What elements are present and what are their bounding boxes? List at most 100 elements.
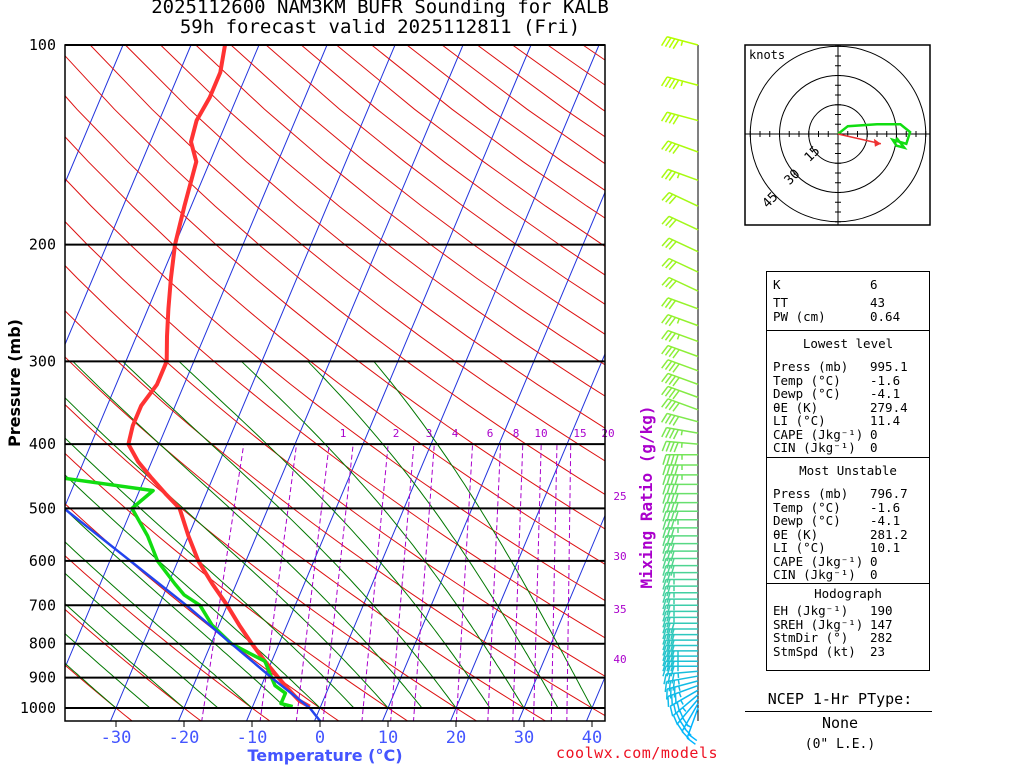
- moist-adiabat-line: [65, 474, 321, 709]
- pw-value: 0.64: [870, 309, 901, 324]
- hodograph-label: StmDir (°): [773, 630, 849, 645]
- moist-adiabat-line: [373, 360, 593, 709]
- wind-barb: [662, 571, 698, 583]
- lowest-level-label: Dewp (°C): [773, 386, 841, 401]
- wind-barb: [662, 622, 698, 634]
- isotherm-line: [517, 514, 605, 721]
- k-index-value: 6: [870, 277, 878, 292]
- mixing-ratio-line: [550, 444, 558, 721]
- credit-link[interactable]: coolwx.com/models: [556, 744, 719, 762]
- pressure-tick-label: 800: [29, 635, 56, 653]
- wind-barb: [662, 644, 698, 656]
- dry-adiabat-line: [65, 264, 605, 677]
- most-unstable-label: θE (K): [773, 526, 819, 542]
- mixing-ratio-label: 1: [340, 427, 347, 440]
- most-unstable-row: Temp (°C) -1.6: [773, 501, 923, 514]
- ptype-value: None: [821, 714, 859, 732]
- temperature-tick-label: -10: [237, 728, 268, 748]
- lowest-level-value: 0: [870, 426, 878, 442]
- wind-barb: [661, 313, 699, 327]
- most-unstable-row: CAPE (Jkg⁻¹) 0: [773, 555, 923, 568]
- most-unstable-label: LI (°C): [773, 540, 826, 555]
- wind-barb: [672, 694, 699, 726]
- mixing-ratio-axis-title: Mixing Ratio (g/kg): [637, 405, 656, 588]
- mixing-ratio-label: 3: [426, 427, 433, 440]
- tt-index-row: TT 43: [773, 295, 886, 310]
- wind-barb: [661, 398, 699, 412]
- moist-adiabat-line: [307, 360, 559, 709]
- hodograph-units-label: knots: [749, 48, 785, 62]
- mixing-ratio-label: 4: [452, 427, 459, 440]
- moist-adiabat-line: [65, 397, 389, 709]
- dry-adiabat-line: [89, 45, 605, 462]
- hodograph-row: StmDir (°) 282: [773, 631, 923, 644]
- lowest-level-heading: Lowest level: [802, 336, 894, 351]
- dry-adiabat-line: [65, 356, 547, 721]
- moist-adiabat-line: [65, 572, 219, 709]
- pressure-tick-label: 200: [29, 236, 56, 254]
- dry-adiabat-line: [65, 95, 605, 530]
- lowest-level-value: 0: [870, 440, 878, 455]
- mixing-ratio-line: [322, 444, 354, 721]
- lowest-level-row: LI (°C) 11.4: [773, 414, 923, 427]
- lowest-level-value: 11.4: [870, 413, 901, 428]
- storm-motion-vector: [837, 133, 882, 145]
- moist-adiabat-line: [72, 360, 423, 709]
- lowest-level-row: CIN (Jkg⁻¹) 0: [773, 441, 923, 454]
- pressure-tick-label: 1000: [20, 699, 56, 717]
- wind-barb: [662, 610, 698, 622]
- wind-barb: [662, 542, 698, 554]
- mixing-ratio-label: 35: [613, 603, 626, 616]
- mixing-ratio-line: [566, 444, 572, 721]
- mixing-ratio-line: [455, 444, 474, 721]
- mixing-ratio-label: 6: [487, 427, 494, 440]
- wind-barb: [661, 329, 699, 343]
- mixing-ratio-line: [361, 444, 389, 721]
- x-axis-title: Temperature (°C): [247, 746, 402, 765]
- dry-adiabat-line: [65, 178, 605, 602]
- dry-adiabat-line: [441, 45, 605, 165]
- isotherm-line: [177, 45, 464, 721]
- dry-adiabat-line: [65, 555, 271, 721]
- wind-barb: [661, 257, 699, 273]
- mixing-ratio-line: [412, 444, 435, 721]
- pw-row: PW (cm) 0.64: [773, 309, 901, 324]
- tt-index-value: 43: [870, 295, 886, 310]
- wind-barb: [666, 680, 699, 700]
- pressure-tick-label: 900: [29, 669, 56, 687]
- mixing-ratio-label: 15: [573, 427, 586, 440]
- temperature-tick-label: -20: [169, 728, 200, 748]
- wind-barb: [662, 650, 698, 662]
- hodograph-row: EH (Jkg⁻¹) 190: [773, 604, 923, 617]
- wind-barb: [662, 535, 698, 547]
- parcel-profile-line: [65, 507, 322, 721]
- wind-barb: [661, 440, 699, 453]
- moist-adiabat-line: [65, 437, 355, 709]
- wind-barb: [662, 665, 698, 677]
- dry-adiabat-line: [65, 220, 605, 639]
- hodograph-heading: Hodograph: [814, 586, 882, 601]
- mixing-ratio-label: 30: [613, 550, 626, 563]
- most-unstable-value: 281.2: [870, 526, 908, 542]
- wind-barb: [661, 297, 699, 310]
- lowest-level-value: -1.6: [870, 372, 901, 388]
- lowest-level-value: -4.1: [870, 386, 901, 401]
- moist-adiabat-line: [178, 360, 491, 709]
- most-unstable-value: -1.6: [870, 499, 901, 515]
- wind-barb: [662, 604, 698, 616]
- wind-barb: [661, 372, 699, 387]
- pressure-tick-label: 500: [29, 499, 56, 517]
- chart-title: 2025112600 NAM3KM BUFR Sounding for KALB: [151, 0, 609, 18]
- pressure-tick-label: 300: [29, 352, 56, 370]
- hodograph-value: 147: [870, 616, 893, 632]
- moist-adiabat-line: [122, 360, 457, 709]
- pressure-tick-label: 700: [29, 596, 56, 614]
- wind-barb: [662, 557, 698, 569]
- wind-barb: [662, 639, 698, 651]
- moist-adiabat-line: [241, 360, 525, 709]
- moist-adiabat-line: [65, 632, 151, 709]
- wind-barb: [662, 633, 698, 645]
- isotherm-line: [109, 45, 396, 721]
- lowest-level-value: 279.4: [870, 399, 908, 415]
